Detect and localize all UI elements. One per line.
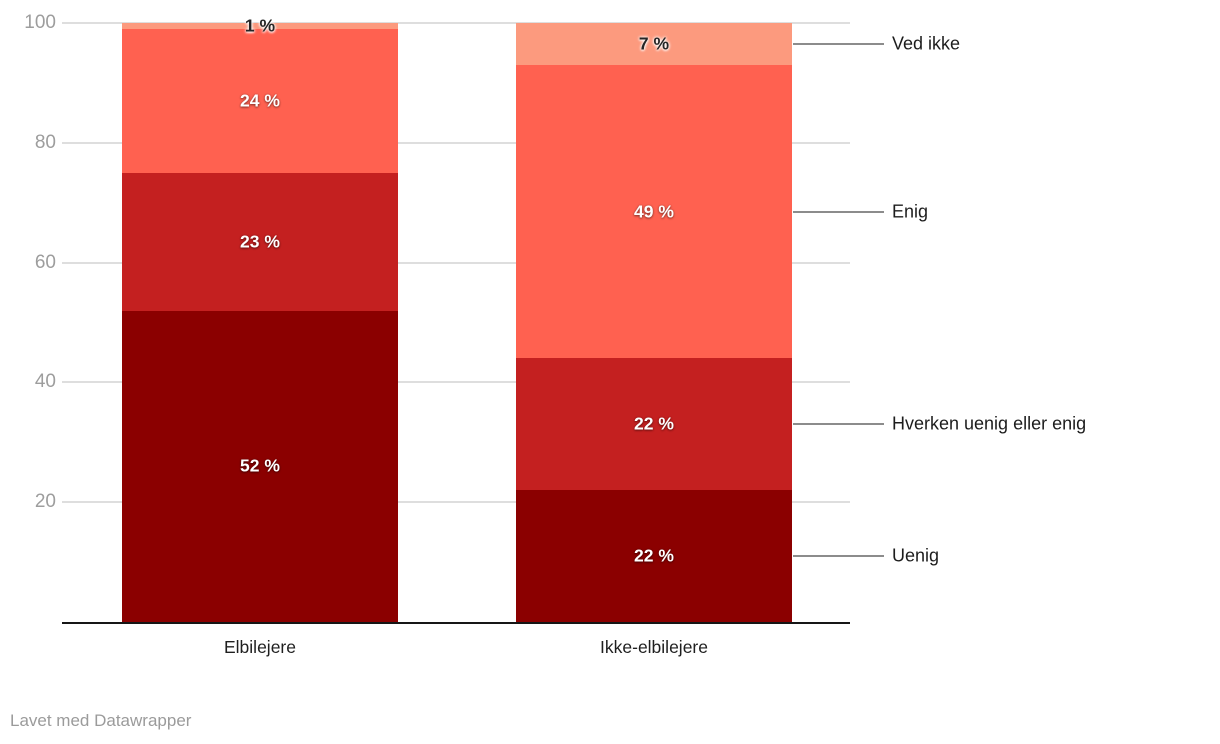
gridline-100 — [62, 22, 850, 24]
x-axis-line — [62, 622, 850, 624]
y-axis-tick-label-80: 80 — [34, 131, 56, 153]
legend-label-ved-ikke: Ved ikke — [892, 33, 961, 54]
gridline-80 — [62, 141, 850, 144]
gridline-40 — [62, 381, 850, 384]
y-axis-tick-label-100: 100 — [24, 12, 56, 33]
datawrapper-attribution-link[interactable]: Lavet med Datawrapper — [10, 711, 192, 730]
bar-segment-elbilejere-uenig[interactable] — [122, 310, 398, 622]
y-axis-tick-label-20: 20 — [34, 491, 56, 513]
bar-segment-ikke-elbilejere-enig[interactable] — [516, 64, 792, 359]
bar-segment-elbilejere-ved-ikke[interactable] — [122, 23, 398, 29]
bar-segment-elbilejere-hverken-uenig-eller-enig[interactable] — [122, 172, 398, 311]
y-axis-tick-label-40: 40 — [34, 371, 56, 393]
bar-segment-elbilejere-enig[interactable] — [122, 28, 398, 173]
legend-leader-line-hverken-uenig-eller-enig — [793, 423, 884, 426]
gridline-60 — [62, 261, 850, 264]
legend-label-enig: Enig — [892, 201, 929, 222]
bar-segment-ikke-elbilejere-uenig[interactable] — [516, 490, 792, 622]
y-axis-tick-label-60: 60 — [34, 251, 56, 273]
legend-leader-line-ved-ikke — [793, 42, 884, 45]
bar-segment-ikke-elbilejere-ved-ikke[interactable] — [516, 23, 792, 65]
x-axis-category-label-ikke-elbilejere: Ikke-elbilejere — [600, 637, 708, 657]
legend-leader-line-uenig — [793, 555, 884, 558]
x-axis-category-label-elbilejere: Elbilejere — [224, 637, 296, 657]
legend-label-uenig: Uenig — [892, 545, 940, 566]
legend-leader-line-enig — [793, 210, 884, 213]
legend-label-hverken-uenig-eller-enig: Hverken uenig eller enig — [892, 413, 1087, 434]
bar-segment-ikke-elbilejere-hverken-uenig-eller-enig[interactable] — [516, 358, 792, 491]
gridline-20 — [62, 501, 850, 504]
